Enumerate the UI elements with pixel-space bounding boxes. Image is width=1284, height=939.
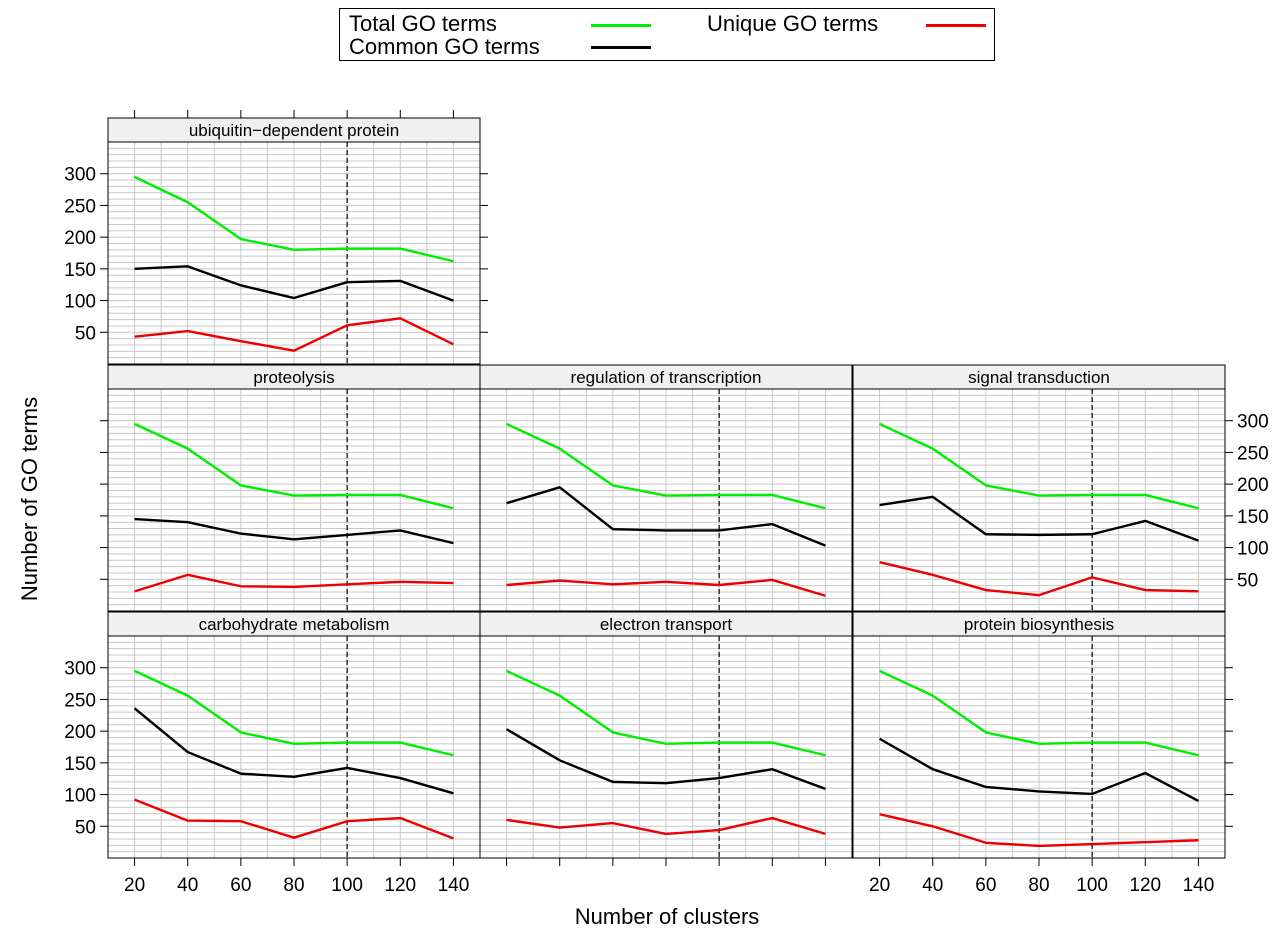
series-line [506, 486, 826, 547]
legend-swatch-unique [926, 24, 986, 27]
series-line [134, 669, 454, 757]
y-tick-label: 250 [1237, 443, 1269, 464]
panel-frame [479, 388, 853, 612]
y-tick-label: 200 [64, 722, 96, 743]
y-tick-label: 300 [64, 165, 96, 186]
legend-label-unique: Unique GO terms [707, 11, 879, 36]
x-tick-label: 20 [869, 875, 890, 896]
x-tick-label: 40 [922, 875, 943, 896]
series-line [878, 737, 1199, 802]
panel-title: ubiquitin−dependent protein [189, 121, 399, 140]
series-line [506, 422, 826, 510]
x-tick-label: 140 [1183, 875, 1215, 896]
series-line [506, 578, 826, 597]
panel-title: proteolysis [253, 368, 334, 387]
y-tick-label: 150 [64, 260, 96, 281]
legend: Total GO terms Unique GO terms Common GO… [339, 8, 995, 61]
panel-strip [479, 611, 853, 637]
legend-label-common: Common GO terms [349, 34, 540, 59]
y-tick-label: 150 [64, 754, 96, 775]
series-line [879, 813, 1199, 848]
series-line [134, 798, 454, 840]
x-tick-label: 120 [1129, 875, 1161, 896]
y-tick-label: 300 [64, 659, 96, 680]
y-tick-label: 200 [64, 228, 96, 249]
x-tick-label: 60 [975, 875, 996, 896]
series-line [879, 422, 1199, 510]
series-line [879, 669, 1199, 757]
panel-frame [107, 141, 481, 365]
legend-swatch-common [591, 46, 651, 49]
panel-strip [852, 364, 1226, 390]
y-tick-label: 100 [64, 786, 96, 807]
x-tick-label: 80 [1028, 875, 1049, 896]
panel-strip [479, 364, 853, 390]
series-line [134, 517, 454, 545]
panel-strip [107, 364, 481, 390]
x-tick-label: 100 [331, 875, 363, 896]
x-tick-label: 20 [124, 875, 145, 896]
y-tick-label: 50 [75, 817, 96, 838]
series-line [505, 728, 826, 790]
y-axis-title: Number of GO terms [17, 396, 42, 602]
y-tick-label: 150 [1237, 507, 1269, 528]
panel-strip [107, 611, 481, 637]
panel-title: protein biosynthesis [964, 615, 1114, 634]
y-tick-label: 50 [75, 323, 96, 344]
panel-title: regulation of transcription [571, 368, 762, 387]
legend-swatch-total [591, 24, 651, 27]
series-line [134, 317, 454, 352]
x-tick-label: 80 [283, 875, 304, 896]
y-tick-label: 50 [1237, 570, 1258, 591]
panel-strip [107, 117, 481, 143]
x-tick-label: 140 [438, 875, 470, 896]
panel-title: electron transport [600, 615, 733, 634]
x-axis-title: Number of clusters [574, 904, 760, 929]
y-tick-label: 250 [64, 690, 96, 711]
series-line [879, 560, 1199, 597]
y-tick-label: 100 [64, 292, 96, 313]
panel-frame [852, 388, 1226, 612]
x-tick-label: 100 [1076, 875, 1108, 896]
x-tick-label: 120 [384, 875, 416, 896]
panel-strip [852, 611, 1226, 637]
series-line [133, 707, 454, 795]
y-tick-label: 100 [1237, 539, 1269, 560]
x-tick-label: 40 [177, 875, 198, 896]
series-line [134, 175, 454, 263]
series-line [134, 573, 454, 593]
series-line [506, 816, 826, 836]
series-line [134, 422, 454, 510]
series-line [506, 669, 826, 757]
legend-label-total: Total GO terms [349, 11, 497, 36]
y-tick-label: 200 [1237, 475, 1269, 496]
panel-title: signal transduction [968, 368, 1110, 387]
y-tick-label: 250 [64, 196, 96, 217]
x-tick-label: 60 [230, 875, 251, 896]
series-line [879, 495, 1199, 542]
panel-title: carbohydrate metabolism [199, 615, 390, 634]
y-tick-label: 300 [1237, 412, 1269, 433]
series-line [134, 265, 454, 302]
